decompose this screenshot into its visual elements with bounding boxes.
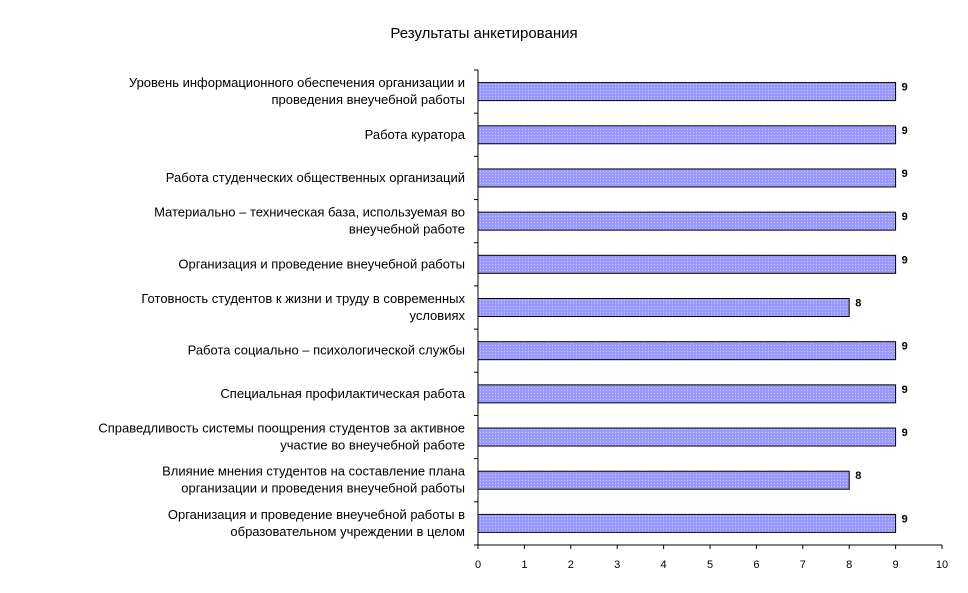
x-tick-label: 8 xyxy=(846,559,852,571)
x-tick-label: 1 xyxy=(521,559,527,571)
x-tick-label: 0 xyxy=(475,559,481,571)
bar xyxy=(477,298,850,317)
x-tick-label: 9 xyxy=(893,559,899,571)
data-label: 9 xyxy=(902,211,908,223)
category-label: проведения внеучебной работы xyxy=(271,92,465,107)
category-label: Работа куратора xyxy=(365,127,466,142)
bar xyxy=(477,513,897,533)
category-label: внеучебной работе xyxy=(349,222,465,237)
x-tick-label: 6 xyxy=(753,559,759,571)
x-tick-label: 2 xyxy=(568,559,574,571)
bar xyxy=(477,168,897,188)
category-label: Работа социально – психологической служб… xyxy=(188,343,465,358)
bar xyxy=(477,254,897,274)
x-tick-label: 4 xyxy=(661,559,667,571)
data-label: 9 xyxy=(902,168,908,180)
category-label: Влияние мнения студентов на составление … xyxy=(162,464,466,479)
plot-area: 0 1 2 3 4 5 6 7 8 9 10 9 Уровень информационного обе… xyxy=(98,69,948,571)
category-label: Организация и проведение внеучебной рабо… xyxy=(178,256,465,271)
bar xyxy=(477,470,850,490)
chart-title: Результаты анкетирования xyxy=(390,25,577,42)
bar xyxy=(477,341,897,361)
data-label: 9 xyxy=(902,427,908,439)
bar xyxy=(477,384,897,404)
category-label: Специальная профилактическая работа xyxy=(220,386,465,401)
data-label: 8 xyxy=(855,470,861,482)
category-label: Справедливость системы поощрения студент… xyxy=(98,421,465,436)
x-tick-label: 10 xyxy=(936,559,948,571)
category-label: Готовность студентов к жизни и труду в с… xyxy=(141,291,465,306)
data-label: 9 xyxy=(902,384,908,396)
x-tick-label: 7 xyxy=(800,559,806,571)
data-label: 8 xyxy=(855,298,861,310)
data-label: 9 xyxy=(902,513,908,525)
category-label: организации и проведения внеучебной рабо… xyxy=(181,481,465,496)
category-label: образовательном учреждении в целом xyxy=(230,524,465,539)
category-label: Материально – техническая база, использу… xyxy=(154,205,465,220)
data-label: 9 xyxy=(902,341,908,353)
category-label: условиях xyxy=(409,308,465,323)
bar xyxy=(477,125,897,145)
data-label: 9 xyxy=(902,254,908,266)
data-label: 9 xyxy=(902,125,908,137)
category-label: участие во внеучебной работе xyxy=(280,438,465,453)
category-label: Уровень информационного обеспечения орга… xyxy=(129,75,465,90)
data-label: 9 xyxy=(902,82,908,94)
category-label: Организация и проведение внеучебной рабо… xyxy=(168,507,465,522)
bar xyxy=(477,211,897,231)
x-tick-label: 5 xyxy=(707,559,713,571)
x-tick-label: 3 xyxy=(614,559,620,571)
bar xyxy=(477,427,897,447)
category-label: Работа студенческих общественных организ… xyxy=(166,170,465,185)
bar xyxy=(477,82,897,102)
